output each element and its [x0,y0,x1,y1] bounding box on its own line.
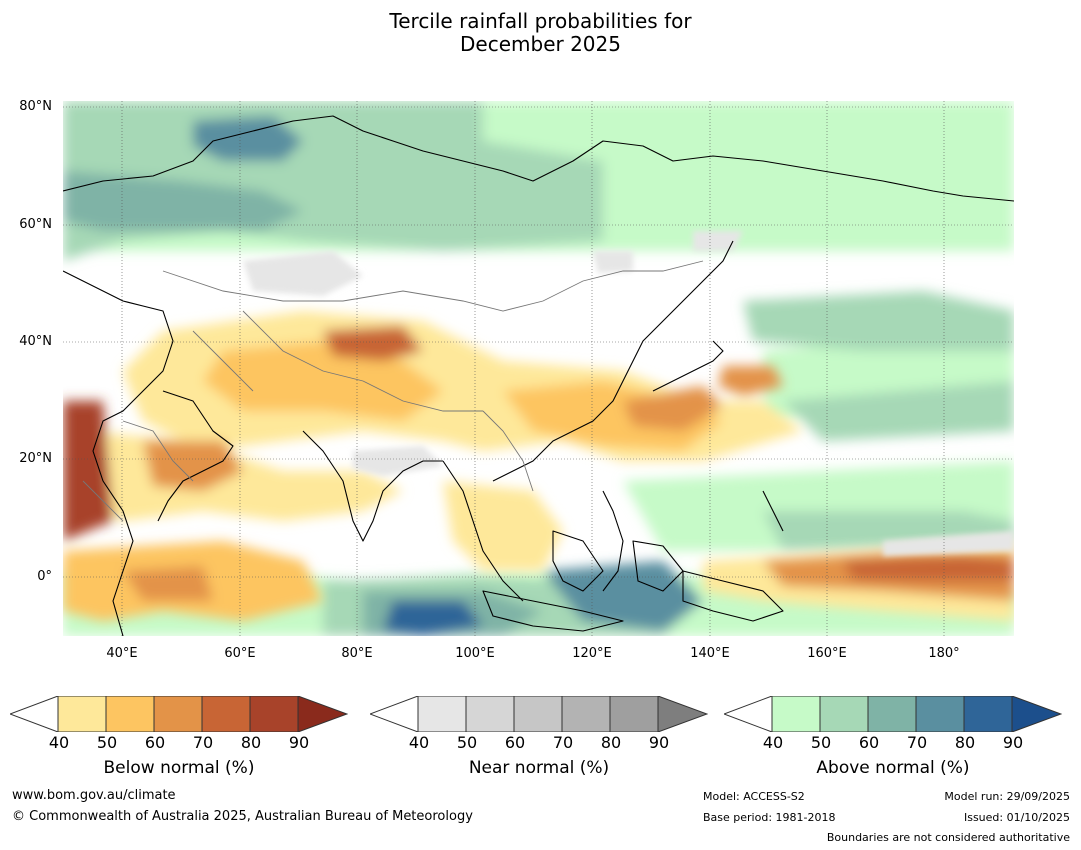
model-run-date: Model run: 29/09/2025 [944,790,1070,803]
colorbar-near-tick: 40 [408,733,430,752]
lon-label-100e: 100°E [455,646,495,661]
lon-label-120e: 120°E [572,646,612,661]
colorbar-above-tick: 80 [954,733,976,752]
colorbar-near-title: Near normal (%) [468,758,610,778]
model-name: Model: ACCESS-S2 [703,790,805,803]
colorbar-near-segment [657,696,708,732]
lon-label-140e: 140°E [690,646,730,661]
lon-label-160e: 160°E [807,646,847,661]
lat-label-80n: 80°N [19,99,52,114]
lon-label-60e: 60°E [224,646,256,661]
colorbar-below-segment [249,696,299,732]
colorbar-above-tick: 60 [858,733,880,752]
colorbar-below-tick: 40 [48,733,70,752]
colorbar-near-tick: 80 [600,733,622,752]
coastlines [63,115,1014,636]
lat-label-60n: 60°N [19,217,52,232]
colorbar-near-segment [513,696,563,732]
colorbar-below-segment [297,696,348,732]
colorbar-below-tick: 70 [192,733,214,752]
colorbar-below-segment [201,696,251,732]
colorbar-near-tick: 60 [504,733,526,752]
colorbar-near-segment [465,696,515,732]
colorbar-near-segment [561,696,611,732]
colorbar-near-tick: 90 [648,733,670,752]
lat-label-0: 0° [37,569,52,584]
lat-label-20n: 20°N [19,451,52,466]
lon-label-180: 180° [928,646,960,661]
colorbar-above-title: Above normal (%) [816,758,970,778]
colorbar-near-segment [417,696,467,732]
colorbar-above-tick: 50 [810,733,832,752]
base-period: Base period: 1981-2018 [703,811,836,824]
colorbar-above-segment [963,696,1013,732]
colorbar-near-segment [370,696,419,732]
colorbar-below-normal [10,696,348,732]
colorbar-above-tick: 40 [762,733,784,752]
colorbar-above-segment [819,696,869,732]
colorbar-above-segment [1011,696,1062,732]
issued-date: Issued: 01/10/2025 [963,811,1070,824]
colorbar-below-tick: 50 [96,733,118,752]
near-normal-regions [243,231,1014,556]
colorbar-above-tick: 90 [1002,733,1024,752]
map-title-line-2: December 2025 [460,32,621,56]
website-link[interactable]: www.bom.gov.au/climate [12,788,176,803]
copyright-text: © Commonwealth of Australia 2025, Austra… [12,809,473,824]
colorbar-above-segment [724,696,773,732]
colorbar-near-tick: 50 [456,733,478,752]
colorbar-above-segment [867,696,917,732]
colorbar-above-tick: 70 [906,733,928,752]
colorbar-below-tick: 90 [288,733,310,752]
colorbar-near-normal [370,696,708,732]
country-borders [82,260,704,522]
boundaries-disclaimer: Boundaries are not considered authoritat… [826,831,1070,844]
colorbar-above-segment [915,696,965,732]
colorbar-below-segment [57,696,107,732]
below-normal-regions [63,311,1014,621]
colorbar-below-tick: 60 [144,733,166,752]
map-gridlines [63,101,1014,636]
colorbar-above-segment [771,696,821,732]
rainfall-probability-map [63,101,1014,636]
colorbar-near-tick: 70 [552,733,574,752]
colorbar-below-title: Below normal (%) [103,758,255,778]
colorbar-below-tick: 80 [240,733,262,752]
colorbar-below-segment [153,696,203,732]
colorbar-near-segment [609,696,659,732]
lat-label-40n: 40°N [19,334,52,349]
colorbar-below-segment [10,696,59,732]
map-title-line-1: Tercile rainfall probabilities for [389,9,692,33]
colorbar-above-normal [724,696,1062,732]
lon-label-80e: 80°E [341,646,373,661]
lon-label-40e: 40°E [106,646,138,661]
colorbar-below-segment [105,696,155,732]
